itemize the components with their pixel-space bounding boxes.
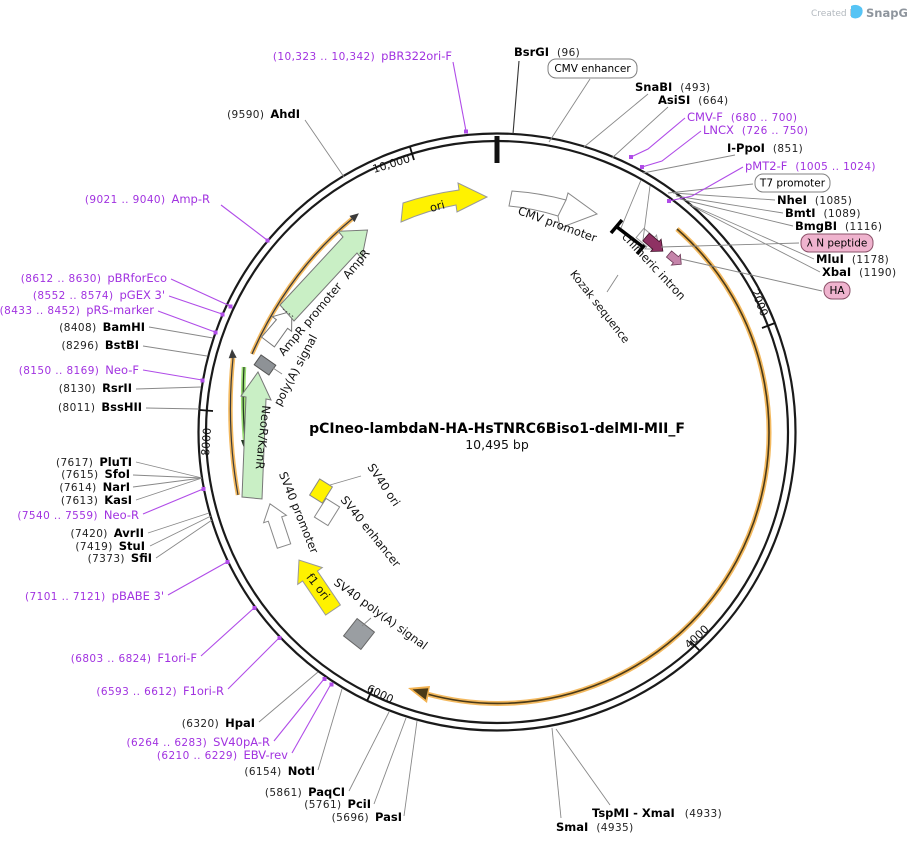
enzyme-label-asisi[interactable]: AsiSI (664) (658, 93, 728, 107)
feature-sv40-polya[interactable]: SV40 poly(A) signal (331, 575, 430, 652)
enzyme-label-bstbi[interactable]: (8296) BstBI (62, 338, 139, 352)
plasmid-backbone (197, 132, 797, 732)
enzyme-label-snabi[interactable]: SnaBI (493) (635, 80, 711, 94)
feature-f1-ori[interactable]: f1 ori (297, 559, 342, 616)
orf-arc-ampr (249, 213, 359, 355)
enzyme-label-pluti[interactable]: (7617) PluTI (56, 455, 132, 469)
gene-arc-arrowhead (412, 688, 429, 700)
enzyme-label-kasi[interactable]: (7613) KasI (61, 493, 132, 507)
enzyme-label-pasi[interactable]: (5696) PasI (332, 810, 402, 824)
primer-label-pbr322orif[interactable]: (10,323 .. 10,342) pBR322ori-F (273, 49, 452, 63)
plasmid-name: pCIneo-lambdaN-HA-HsTNRC6Biso1-delMI-MII… (309, 421, 685, 437)
primer-label-neof[interactable]: (8150 .. 8169) Neo-F (19, 363, 139, 377)
snapgene-brand-text: SnapGene (866, 6, 907, 20)
snapgene-watermark: Created by SnapGene (811, 4, 907, 20)
enzyme-leader-lines (132, 60, 823, 819)
feature-sv40-promoter[interactable]: SV40 promoter (262, 470, 322, 556)
feature-neor-kanr[interactable]: NeoR/KanR (240, 371, 274, 500)
boxed-labels: CMV enhancer T7 promoter λ N peptide HA (547, 58, 874, 300)
primer-label-pbabe3[interactable]: (7101 .. 7121) pBABE 3' (25, 589, 164, 603)
enzyme-label-stui[interactable]: (7419) StuI (75, 539, 145, 553)
primer-label-f1orif[interactable]: (6803 .. 6824) F1ori-F (71, 651, 197, 665)
feature-sv40-ori-label[interactable]: SV40 ori (365, 461, 404, 509)
enzyme-label-smai[interactable]: SmaI (4935) (556, 820, 634, 834)
enzyme-label-pcii[interactable]: (5761) PciI (304, 797, 371, 811)
enzyme-label-mlui[interactable]: MluI (1178) (816, 252, 889, 266)
origin-marker (494, 136, 500, 163)
lambda-n-peptide-box-label[interactable]: λ N peptide (807, 238, 868, 250)
feature-lambda-n-peptide-arrow[interactable] (641, 231, 668, 257)
enzyme-label-sfoi[interactable]: (7615) SfoI (61, 467, 130, 481)
enzyme-label-bamhi[interactable]: (8408) BamHI (59, 320, 145, 334)
feature-kozak-label[interactable]: Kozak sequence (567, 268, 632, 346)
primer-label-f1orir[interactable]: (6593 .. 6612) F1ori-R (96, 684, 224, 698)
enzyme-label-bsshii[interactable]: (8011) BssHII (58, 400, 142, 414)
enzyme-label-xbai[interactable]: XbaI (1190) (822, 265, 896, 279)
primer-label-amprp[interactable]: (9021 .. 9040) Amp-R (85, 192, 210, 206)
orf-arc-left-orange (228, 349, 241, 496)
primer-label-pmt2f[interactable]: pMT2-F (1005 .. 1024) (745, 159, 876, 173)
backbone-outer-ring (197, 132, 797, 732)
primer-label-neor[interactable]: (7540 .. 7559) Neo-R (17, 508, 139, 522)
enzyme-label-noti[interactable]: (6154) NotI (244, 764, 315, 778)
primer-label-pgex3[interactable]: (8552 .. 8574) pGEX 3' (33, 288, 165, 302)
primer-label-sv40par[interactable]: (6264 .. 6283) SV40pA-R (127, 735, 270, 749)
enzyme-label-bmti[interactable]: BmtI (1089) (785, 206, 861, 220)
primer-label-lncx[interactable]: LNCX (726 .. 750) (703, 123, 808, 137)
feature-sv40-polya-label[interactable]: SV40 poly(A) signal (331, 575, 430, 652)
primer-label-prsmarker[interactable]: (8433 .. 8452) pRS-marker (0, 303, 154, 317)
created-by-text: Created by (811, 9, 861, 19)
feature-ori[interactable]: ori (400, 182, 489, 223)
enzyme-label-nari[interactable]: (7614) NarI (59, 480, 130, 494)
primer-site-ticks (200, 129, 671, 687)
enzyme-label-ahdi[interactable]: (9590) AhdI (227, 107, 300, 121)
enzyme-label-nhei[interactable]: NheI (1085) (777, 193, 852, 207)
enzyme-label-tspmi-xmai[interactable]: TspMI - XmaI (4933) (592, 806, 722, 820)
enzyme-label-bsrgi[interactable]: BsrGI (96) (514, 45, 580, 59)
primer-leader-lines (142, 61, 744, 754)
enzyme-label-rsrii[interactable]: (8130) RsrII (59, 381, 132, 395)
tick-label-8000: 8000 (199, 427, 214, 456)
feature-ha-arrow[interactable] (665, 249, 686, 270)
ha-box-label[interactable]: HA (829, 285, 845, 297)
enzyme-label-avrii[interactable]: (7420) AvrII (70, 526, 144, 540)
snapgene-logo-icon (851, 4, 863, 19)
gene-arc-tnrc6b[interactable] (408, 227, 772, 706)
enzyme-label-ippoi[interactable]: I-PpoI (851) (727, 141, 803, 155)
feature-ori-label[interactable]: ori (428, 198, 446, 215)
enzyme-label-bmgbi[interactable]: BmgBI (1116) (795, 219, 882, 233)
feature-kozak[interactable]: Kozak sequence (567, 268, 632, 346)
plasmid-size: 10,495 bp (465, 437, 529, 452)
feature-neor-kanr-label[interactable]: NeoR/KanR (253, 405, 274, 470)
cmv-enhancer-box-label[interactable]: CMV enhancer (554, 63, 631, 75)
enzyme-label-paqci[interactable]: (5861) PaqCI (265, 785, 345, 799)
primer-label-ebvrev[interactable]: (6210 .. 6229) EBV-rev (157, 748, 288, 762)
t7-promoter-box-label[interactable]: T7 promoter (759, 178, 826, 190)
tick-label-2000: 2000 (748, 287, 770, 318)
tick-label-10000: 10,000 (371, 152, 412, 176)
primer-label-cmvf[interactable]: CMV-F (680 .. 700) (687, 110, 797, 124)
enzyme-label-sfii[interactable]: (7373) SfiI (88, 551, 152, 565)
enzyme-label-hpai[interactable]: (6320) HpaI (182, 716, 255, 730)
primer-label-pbrforeco[interactable]: (8612 .. 8630) pBRforEco (21, 271, 167, 285)
feature-cmv-promoter[interactable]: CMV promoter (508, 190, 599, 245)
